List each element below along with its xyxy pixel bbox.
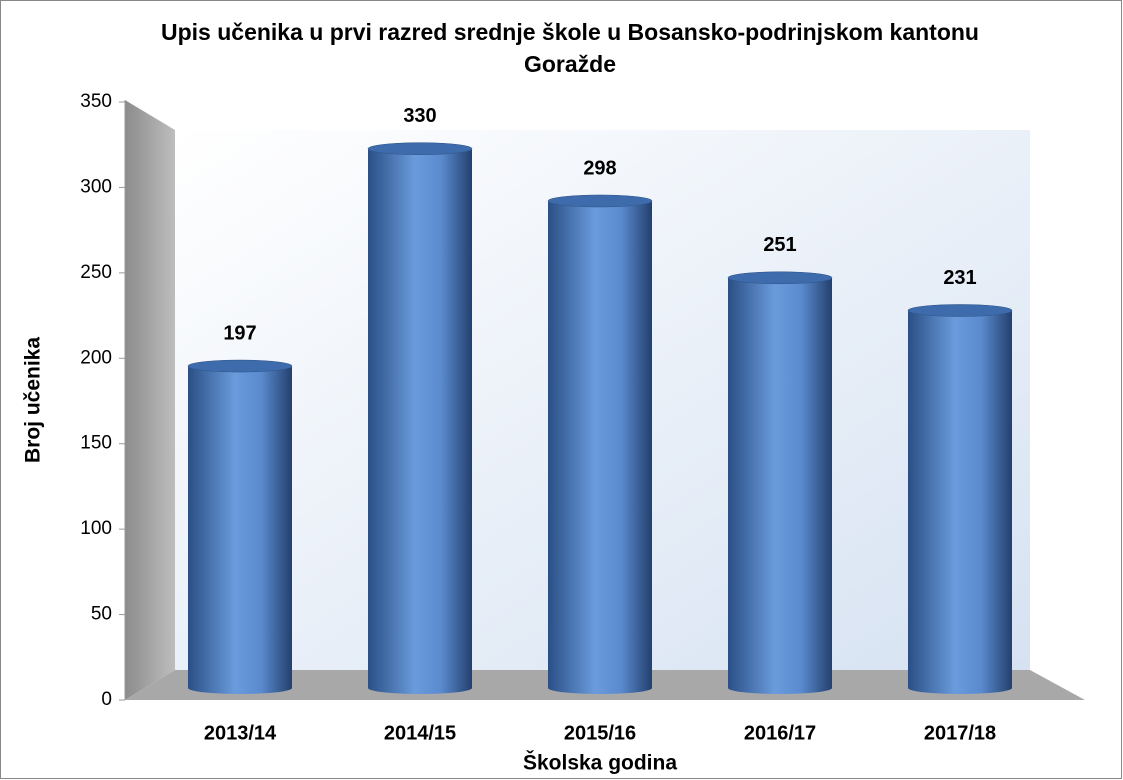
data-label: 298 xyxy=(583,157,616,179)
x-tick-label: 2016/17 xyxy=(744,722,816,744)
y-tick-label: 200 xyxy=(80,347,112,368)
y-tick-label: 250 xyxy=(80,262,112,283)
chart-title: Upis učenika u prvi razred srednje škole… xyxy=(161,19,979,77)
bar-cap xyxy=(187,359,293,373)
y-tick-label: 50 xyxy=(91,604,112,625)
bar-cap xyxy=(547,194,653,208)
y-tick-label: 150 xyxy=(80,433,112,454)
y-tick-label: 350 xyxy=(80,91,112,112)
data-label: 231 xyxy=(943,267,976,289)
y-axis-label: Broj učenika xyxy=(22,337,45,463)
y-tick-label: 100 xyxy=(80,518,112,539)
bar xyxy=(908,310,1012,694)
x-tick-label: 2017/18 xyxy=(924,722,996,744)
x-axis-label: Školska godina xyxy=(523,751,677,775)
y-tick-label: 0 xyxy=(101,689,112,710)
x-tick-label: 2013/14 xyxy=(204,722,277,744)
x-tick-label: 2014/15 xyxy=(384,722,456,744)
bar xyxy=(548,200,652,695)
bar xyxy=(368,148,472,694)
side-wall xyxy=(125,100,175,700)
bar xyxy=(188,366,292,694)
data-label: 197 xyxy=(223,322,256,344)
bar xyxy=(728,277,832,694)
bar-cap xyxy=(727,271,833,285)
data-label: 330 xyxy=(403,105,436,127)
y-tick-label: 300 xyxy=(80,176,112,197)
x-tick-label: 2015/16 xyxy=(564,722,636,744)
data-label: 251 xyxy=(763,234,796,256)
bar-cap xyxy=(907,304,1013,317)
bar-cap xyxy=(367,142,473,155)
